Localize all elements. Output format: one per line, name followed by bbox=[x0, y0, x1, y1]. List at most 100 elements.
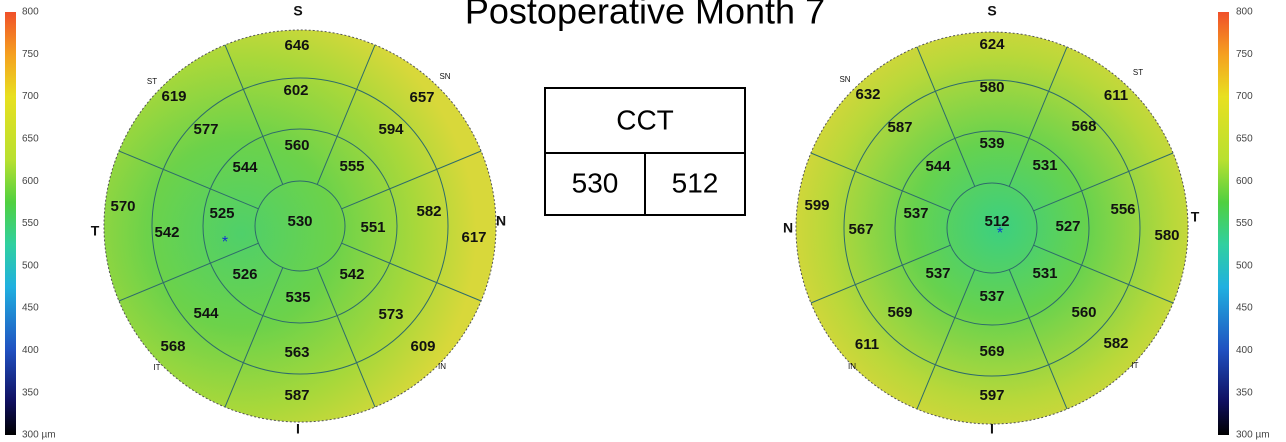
thickness-value: 568 bbox=[1071, 118, 1096, 135]
scale-label: 400 bbox=[1236, 345, 1253, 356]
thickness-value: 526 bbox=[232, 266, 257, 283]
thickness-value: 531 bbox=[1032, 265, 1057, 282]
thickness-value: 582 bbox=[1103, 335, 1128, 352]
cct-table: CCT 530 512 bbox=[544, 87, 746, 216]
sector-line bbox=[316, 44, 376, 185]
thickness-value: 539 bbox=[979, 135, 1004, 152]
thickness-value: 597 bbox=[979, 387, 1004, 404]
thickness-value: 560 bbox=[1071, 304, 1096, 321]
table-cell: 530 bbox=[572, 167, 619, 198]
scale-label: 650 bbox=[22, 134, 39, 145]
scale-label: 650 bbox=[1236, 134, 1253, 145]
ring bbox=[151, 77, 449, 375]
thickness-value: 646 bbox=[284, 37, 309, 54]
thickness-value: 527 bbox=[1055, 218, 1080, 235]
thickness-value: 544 bbox=[193, 305, 219, 322]
thickness-value: 563 bbox=[284, 344, 309, 361]
thickness-value: 544 bbox=[232, 159, 258, 176]
table-header: CCT bbox=[616, 104, 674, 135]
scale-label: 450 bbox=[1236, 303, 1253, 314]
sector-line bbox=[118, 242, 259, 302]
scale-label: 550 bbox=[22, 218, 39, 229]
scale-label: 800 bbox=[1236, 7, 1253, 18]
sector-line bbox=[224, 44, 284, 185]
direction-label: N bbox=[496, 213, 506, 229]
scale-label: 450 bbox=[22, 303, 39, 314]
thickness-value: 569 bbox=[979, 343, 1004, 360]
scale-label: 300 µm bbox=[22, 430, 56, 441]
thickness-value: 537 bbox=[903, 205, 928, 222]
thickness-value: 525 bbox=[209, 205, 234, 222]
thickness-value: 657 bbox=[409, 89, 434, 106]
scale-label: 750 bbox=[1236, 49, 1253, 60]
thickness-value: 594 bbox=[378, 121, 404, 138]
thickness-value: 609 bbox=[410, 338, 435, 355]
ring bbox=[946, 182, 1038, 274]
sector-line bbox=[1008, 269, 1068, 410]
title: Postoperative Month 7 bbox=[465, 0, 825, 32]
thickness-value: 537 bbox=[979, 288, 1004, 305]
scale-label: 550 bbox=[1236, 218, 1253, 229]
direction-label: N bbox=[783, 220, 793, 236]
table-cell: 512 bbox=[672, 167, 719, 198]
direction-label: IT bbox=[1131, 361, 1138, 370]
star: * bbox=[222, 234, 228, 251]
direction-label: SN bbox=[839, 75, 850, 84]
direction-label: T bbox=[1191, 209, 1200, 225]
scale-label: 700 bbox=[1236, 91, 1253, 102]
ring bbox=[894, 130, 1090, 326]
thickness-value: 560 bbox=[284, 137, 309, 154]
thickness-value: 611 bbox=[855, 336, 879, 353]
direction-label: IT bbox=[153, 363, 160, 372]
sector-line bbox=[1008, 46, 1068, 187]
sector-line bbox=[341, 242, 482, 302]
sector-line bbox=[916, 46, 976, 187]
thickness-value: 512 bbox=[984, 213, 1009, 230]
thickness-value: 569 bbox=[887, 304, 912, 321]
direction-label: I bbox=[296, 421, 300, 437]
thickness-value: 535 bbox=[285, 289, 310, 306]
thickness-value: 542 bbox=[154, 224, 179, 241]
thickness-value: 570 bbox=[110, 198, 135, 215]
thickness-value: 573 bbox=[378, 306, 403, 323]
thickness-value: 632 bbox=[855, 86, 880, 103]
thickness-value: 551 bbox=[360, 219, 385, 236]
scale-label: 800 bbox=[22, 7, 39, 18]
thickness-value: 611 bbox=[1104, 87, 1128, 104]
sector-line bbox=[916, 269, 976, 410]
color-bar bbox=[5, 12, 16, 435]
scale-label: 600 bbox=[22, 176, 39, 187]
ring bbox=[843, 79, 1141, 377]
scale-label: 300 µm bbox=[1236, 430, 1270, 441]
sector-line bbox=[1033, 244, 1174, 304]
thickness-value: 530 bbox=[287, 213, 312, 230]
sector-line bbox=[341, 150, 482, 210]
scale-label: 400 bbox=[22, 345, 39, 356]
direction-label: ST bbox=[1133, 68, 1143, 77]
thickness-value: 544 bbox=[925, 158, 951, 175]
thickness-value: 555 bbox=[339, 158, 364, 175]
direction-label: IN bbox=[438, 362, 446, 371]
color-bar bbox=[1218, 12, 1229, 435]
thickness-value: 580 bbox=[1154, 227, 1179, 244]
scale-label: 350 bbox=[22, 387, 39, 398]
thickness-value: 599 bbox=[804, 197, 829, 214]
sector-line bbox=[810, 152, 951, 212]
direction-label: S bbox=[987, 3, 996, 19]
thickness-value: 568 bbox=[160, 338, 185, 355]
map-disc bbox=[103, 29, 497, 423]
direction-label: ST bbox=[147, 77, 157, 86]
sector-line bbox=[118, 150, 259, 210]
sector-line bbox=[1033, 152, 1174, 212]
scale-label: 700 bbox=[22, 91, 39, 102]
ring bbox=[202, 128, 398, 324]
scale-label: 500 bbox=[1236, 260, 1253, 271]
scale-label: 350 bbox=[1236, 387, 1253, 398]
thickness-value: 531 bbox=[1032, 157, 1057, 174]
direction-label: T bbox=[91, 223, 100, 239]
scale-label: 600 bbox=[1236, 176, 1253, 187]
thickness-value: 617 bbox=[461, 229, 486, 246]
thickness-value: 567 bbox=[848, 221, 873, 238]
